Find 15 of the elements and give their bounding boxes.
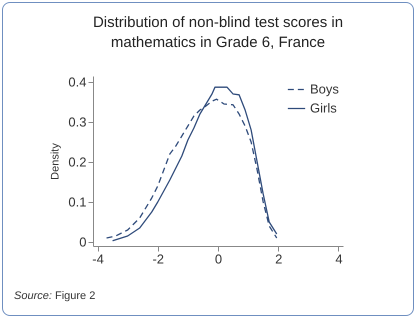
x-tick-label: -4 bbox=[92, 252, 104, 266]
y-tick-label: 0.4 bbox=[68, 74, 86, 90]
y-tick-label: 0.1 bbox=[68, 194, 86, 210]
x-tick-label: 2 bbox=[275, 252, 282, 266]
x-tick-label: 4 bbox=[335, 252, 343, 266]
y-axis-title: Density bbox=[49, 142, 62, 180]
y-tick-label: 0.2 bbox=[68, 154, 86, 170]
source-note: Source: Figure 2 bbox=[14, 290, 96, 302]
legend-label: Boys bbox=[310, 82, 340, 96]
y-tick-label: 0.3 bbox=[68, 114, 86, 130]
y-tick-label: 0 bbox=[79, 234, 86, 250]
chart-title: Distribution of non-blind test scores in mathematics in Grade 6, France bbox=[92, 14, 344, 51]
x-tick-label: -2 bbox=[152, 252, 164, 266]
x-tick-label: 0 bbox=[214, 252, 222, 266]
legend-label: Girls bbox=[310, 100, 338, 116]
